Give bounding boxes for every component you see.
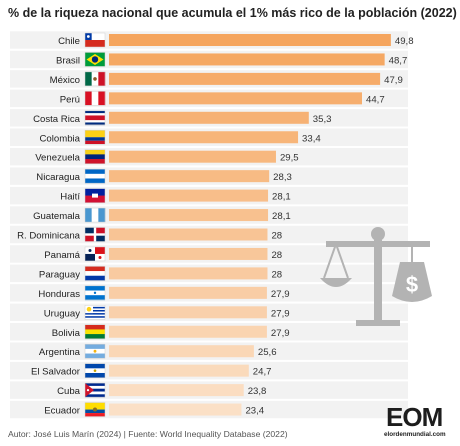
flag-ecuador-icon [84,402,106,417]
value-label: 23,4 [245,406,264,417]
value-label: 48,7 [389,55,408,66]
value-label: 49,8 [395,36,414,47]
flag-mexico-icon [84,71,106,87]
bar [109,228,268,241]
balance-scale-icon: $ [320,227,432,326]
bar [109,364,249,377]
flag-costa-rica-icon [84,110,106,126]
bar [109,72,381,85]
category-label: Nicaragua [36,172,80,183]
bar [109,247,268,260]
bar [109,111,309,124]
bar [109,345,254,358]
flag-paraguay-icon [84,266,106,281]
bar [109,384,244,397]
bar [109,53,385,66]
logo-main: EOM [386,402,443,432]
svg-text:$: $ [406,272,418,297]
value-label: 44,7 [366,94,385,105]
flag-nicaragua-icon [84,168,106,184]
category-label: México [50,75,80,86]
bar [109,150,276,163]
flag-chile-icon [84,32,106,48]
category-label: Uruguay [44,308,80,319]
category-label: Bolivia [52,328,81,339]
bar [109,325,267,338]
category-label: Chile [58,36,80,47]
bar [109,34,391,46]
value-label: 28,1 [272,192,291,203]
category-label: Cuba [57,386,81,397]
value-label: 47,9 [384,75,403,86]
bar [109,403,242,416]
category-label: Panamá [44,250,80,261]
category-label: Guatemala [33,211,81,222]
flag-guatemala-icon [84,207,106,223]
flag-uruguay-icon [84,305,106,320]
category-label: Colombia [39,133,80,144]
flag-cuba-icon [84,382,106,398]
value-label: 24,7 [253,367,272,378]
category-label: Argentina [39,347,81,358]
brand-logo: EOM elordenmundial.com [384,402,454,442]
category-label: Costa Rica [33,114,81,125]
flag-venezuela-icon [84,149,106,164]
logo-sub: elordenmundial.com [384,431,446,438]
flag-argentina-icon [84,343,106,359]
chart-footer: Autor: José Luis Marín (2024) | Fuente: … [8,429,288,439]
value-label: 28,3 [273,172,292,183]
bar [109,267,268,280]
category-label: Venezuela [35,153,80,164]
category-label: Ecuador [44,406,81,417]
flag-panama-icon [84,246,106,262]
flag-brazil-icon [84,52,106,67]
flag-haiti-icon [84,188,106,203]
bar [109,170,270,183]
flag-el-salvador-icon [84,363,106,378]
flag-peru-icon [84,91,106,106]
value-label: 23,8 [248,386,267,397]
value-label: 35,3 [313,114,332,125]
value-label: 29,5 [280,153,299,164]
value-label: 27,9 [271,328,290,339]
value-label: 27,9 [271,289,290,300]
value-label: 25,6 [258,347,277,358]
value-label: 28,1 [272,211,291,222]
flag-bolivia-icon [84,324,106,340]
bar [109,131,299,144]
category-label: Honduras [38,289,80,300]
value-label: 28 [271,250,282,261]
flag-colombia-icon [84,130,106,145]
category-label: El Salvador [31,367,81,378]
value-label: 28 [271,231,282,242]
bar [109,189,269,202]
category-label: Paraguay [39,269,80,280]
category-label: Perú [60,94,80,105]
bar [109,92,363,105]
category-label: R. Dominicana [17,231,81,242]
flag-honduras-icon [84,285,106,301]
bar [109,306,267,319]
value-label: 27,9 [271,308,290,319]
bar [109,209,269,222]
flag-dominican-republic-icon [84,227,106,242]
chart-title: % de la riqueza nacional que acumula el … [8,6,457,20]
category-label: Haití [60,192,80,203]
category-label: Brasil [56,55,80,66]
bar [109,286,267,299]
value-label: 28 [271,269,282,280]
value-label: 33,4 [302,133,321,144]
